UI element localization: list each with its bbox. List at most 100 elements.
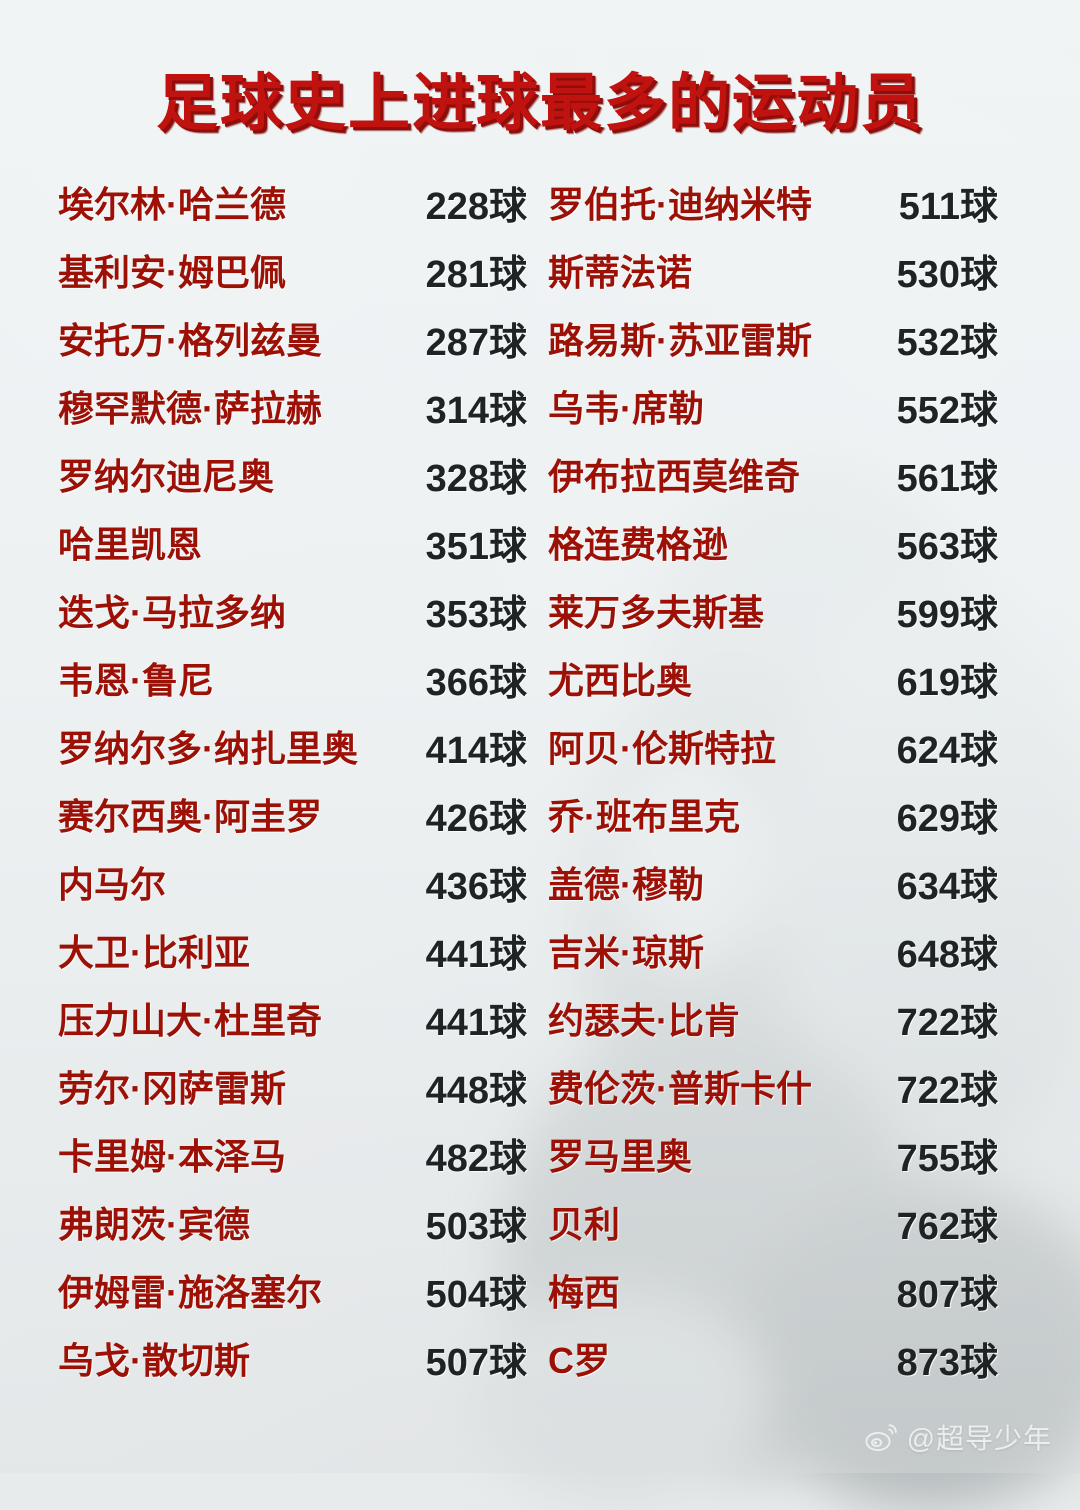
scorer-row: C罗 873球 bbox=[540, 1324, 1080, 1392]
scorer-name: 赛尔西奥·阿圭罗 bbox=[58, 796, 322, 837]
scorer-row: 安托万·格列兹曼 287球 bbox=[0, 304, 540, 372]
scorer-row: 约瑟夫·比肯 722球 bbox=[540, 984, 1080, 1052]
scorer-goals: 287球 bbox=[425, 321, 527, 364]
scorer-goals: 532球 bbox=[896, 321, 998, 364]
scorer-goals: 629球 bbox=[896, 797, 998, 840]
scorer-row: 路易斯·苏亚雷斯 532球 bbox=[540, 304, 1080, 372]
scorer-name: 安托万·格列兹曼 bbox=[58, 320, 322, 361]
scorer-name: 劳尔·冈萨雷斯 bbox=[58, 1068, 286, 1109]
scorer-row: 伊布拉西莫维奇 561球 bbox=[540, 440, 1080, 508]
scorer-row: 哈里凯恩 351球 bbox=[0, 508, 540, 576]
scorer-name: 吉米·琼斯 bbox=[548, 932, 704, 973]
scorer-goals: 441球 bbox=[425, 1001, 527, 1044]
scorer-goals: 722球 bbox=[896, 1069, 998, 1112]
scorer-name: 斯蒂法诺 bbox=[548, 252, 693, 293]
background-wash bbox=[0, 0, 1080, 1473]
scorer-name: 盖德·穆勒 bbox=[548, 864, 704, 905]
scorer-name: 埃尔林·哈兰德 bbox=[58, 184, 286, 225]
scorer-name: 路易斯·苏亚雷斯 bbox=[548, 320, 812, 361]
scorer-goals: 755球 bbox=[896, 1137, 998, 1180]
scorer-goals: 511球 bbox=[898, 185, 998, 228]
scorer-goals: 366球 bbox=[425, 661, 527, 704]
scorer-row: 格连费格逊 563球 bbox=[540, 508, 1080, 576]
scorer-name: 罗纳尔迪尼奥 bbox=[58, 456, 275, 497]
scorer-name: 乔·班布里克 bbox=[548, 796, 740, 837]
scorer-row: 伊姆雷·施洛塞尔 504球 bbox=[0, 1256, 540, 1324]
scorer-goals: 561球 bbox=[896, 457, 998, 500]
scorer-row: 乔·班布里克 629球 bbox=[540, 780, 1080, 848]
scorer-row: 罗马里奥 755球 bbox=[540, 1120, 1080, 1188]
scorer-goals: 228球 bbox=[425, 185, 527, 228]
scorer-name: 乌韦·席勒 bbox=[548, 388, 704, 429]
watermark: @超导少年 bbox=[865, 1417, 1052, 1457]
scorer-list: 埃尔林·哈兰德 228球基利安·姆巴佩 281球安托万·格列兹曼 287球穆罕默德·萨… bbox=[0, 168, 1080, 1392]
scorer-name: 约瑟夫·比肯 bbox=[548, 1000, 740, 1041]
scorer-goals: 563球 bbox=[896, 525, 998, 568]
scorer-goals: 634球 bbox=[896, 865, 998, 908]
scorer-name: C罗 bbox=[548, 1340, 610, 1381]
scorer-name: 伊姆雷·施洛塞尔 bbox=[58, 1272, 322, 1313]
scorer-row: 压力山大·杜里奇 441球 bbox=[0, 984, 540, 1052]
page-title: 足球史上进球最多的运动员 bbox=[155, 69, 924, 138]
scorer-row: 阿贝·伦斯特拉 624球 bbox=[540, 712, 1080, 780]
scorer-row: 罗纳尔迪尼奥 328球 bbox=[0, 440, 540, 508]
scorer-goals: 807球 bbox=[896, 1273, 998, 1316]
scorer-name: 罗纳尔多·纳扎里奥 bbox=[58, 728, 358, 769]
scorer-name: 内马尔 bbox=[58, 864, 167, 905]
scorer-goals: 873球 bbox=[896, 1341, 998, 1384]
scorer-name: 基利安·姆巴佩 bbox=[58, 252, 286, 293]
scorer-goals: 281球 bbox=[425, 253, 527, 296]
weibo-icon bbox=[865, 1422, 899, 1452]
scorer-row: 罗伯托·迪纳米特 511球 bbox=[540, 168, 1080, 236]
scorer-row: 内马尔 436球 bbox=[0, 848, 540, 916]
scorer-row: 埃尔林·哈兰德 228球 bbox=[0, 168, 540, 236]
scorer-row: 大卫·比利亚 441球 bbox=[0, 916, 540, 984]
scorer-row: 乌韦·席勒 552球 bbox=[540, 372, 1080, 440]
scorer-goals: 328球 bbox=[425, 457, 527, 500]
scorer-name: 韦恩·鲁尼 bbox=[58, 660, 214, 701]
scorer-row: 罗纳尔多·纳扎里奥 414球 bbox=[0, 712, 540, 780]
watermark-handle: @超导少年 bbox=[906, 1423, 1052, 1454]
scorer-goals: 448球 bbox=[425, 1069, 527, 1112]
scorer-name: 穆罕默德·萨拉赫 bbox=[58, 388, 322, 429]
scorer-goals: 351球 bbox=[425, 525, 527, 568]
scorer-goals: 426球 bbox=[425, 797, 527, 840]
scorer-row: 费伦茨·普斯卡什 722球 bbox=[540, 1052, 1080, 1120]
scorer-name: 大卫·比利亚 bbox=[58, 932, 250, 973]
scorer-goals: 619球 bbox=[896, 661, 998, 704]
scorer-name: 乌戈·散切斯 bbox=[58, 1340, 250, 1381]
scorer-goals: 530球 bbox=[896, 253, 998, 296]
scorer-goals: 353球 bbox=[425, 593, 527, 636]
scorer-name: 梅西 bbox=[548, 1272, 621, 1313]
scorer-name: 弗朗茨·宾德 bbox=[58, 1204, 250, 1245]
scorer-name: 伊布拉西莫维奇 bbox=[548, 456, 801, 497]
scorer-row: 韦恩·鲁尼 366球 bbox=[0, 644, 540, 712]
scorer-goals: 414球 bbox=[425, 729, 527, 772]
scorer-goals: 507球 bbox=[425, 1341, 527, 1384]
scorer-goals: 762球 bbox=[896, 1205, 998, 1248]
scorer-name: 格连费格逊 bbox=[548, 524, 729, 565]
scorer-name: 费伦茨·普斯卡什 bbox=[548, 1068, 812, 1109]
scorer-goals: 599球 bbox=[896, 593, 998, 636]
scorer-goals: 314球 bbox=[425, 389, 527, 432]
scorer-row: 劳尔·冈萨雷斯 448球 bbox=[0, 1052, 540, 1120]
scorer-goals: 441球 bbox=[425, 933, 527, 976]
scorer-name: 迭戈·马拉多纳 bbox=[58, 592, 286, 633]
scorer-row: 梅西 807球 bbox=[540, 1256, 1080, 1324]
scorer-row: 弗朗茨·宾德 503球 bbox=[0, 1188, 540, 1256]
scorer-name: 莱万多夫斯基 bbox=[548, 592, 765, 633]
scorer-row: 吉米·琼斯 648球 bbox=[540, 916, 1080, 984]
scorer-row: 赛尔西奥·阿圭罗 426球 bbox=[0, 780, 540, 848]
scorer-row: 莱万多夫斯基 599球 bbox=[540, 576, 1080, 644]
scorer-row: 基利安·姆巴佩 281球 bbox=[0, 236, 540, 304]
scorer-row: 迭戈·马拉多纳 353球 bbox=[0, 576, 540, 644]
scorer-goals: 482球 bbox=[425, 1137, 527, 1180]
scorer-goals: 648球 bbox=[896, 933, 998, 976]
scorer-goals: 552球 bbox=[896, 389, 998, 432]
scorer-name: 罗马里奥 bbox=[548, 1136, 693, 1177]
scorer-name: 贝利 bbox=[548, 1204, 621, 1245]
scorer-name: 尤西比奥 bbox=[548, 660, 693, 701]
scorer-name: 压力山大·杜里奇 bbox=[58, 1000, 322, 1041]
scorer-name: 阿贝·伦斯特拉 bbox=[548, 728, 776, 769]
scorer-name: 哈里凯恩 bbox=[58, 524, 203, 565]
